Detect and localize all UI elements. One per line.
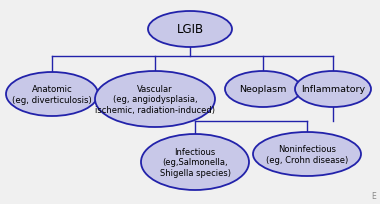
Text: Anatomic
(eg, diverticulosis): Anatomic (eg, diverticulosis) <box>12 85 92 104</box>
Ellipse shape <box>95 72 215 127</box>
Text: Neoplasm: Neoplasm <box>239 85 287 94</box>
Ellipse shape <box>148 12 232 48</box>
Text: LGIB: LGIB <box>176 23 204 36</box>
Ellipse shape <box>225 72 301 108</box>
Text: E: E <box>371 191 376 200</box>
Ellipse shape <box>141 134 249 190</box>
Text: Infectious
(eg,Salmonella,
Shigella species): Infectious (eg,Salmonella, Shigella spec… <box>160 147 231 177</box>
Ellipse shape <box>6 73 98 116</box>
Text: Noninfectious
(eg, Crohn disease): Noninfectious (eg, Crohn disease) <box>266 145 348 164</box>
Text: Inflammatory: Inflammatory <box>301 85 365 94</box>
Text: Vascular
(eg, angiodysplasia,
ischemic, radiation-induced): Vascular (eg, angiodysplasia, ischemic, … <box>95 85 215 114</box>
Ellipse shape <box>253 132 361 176</box>
Ellipse shape <box>295 72 371 108</box>
